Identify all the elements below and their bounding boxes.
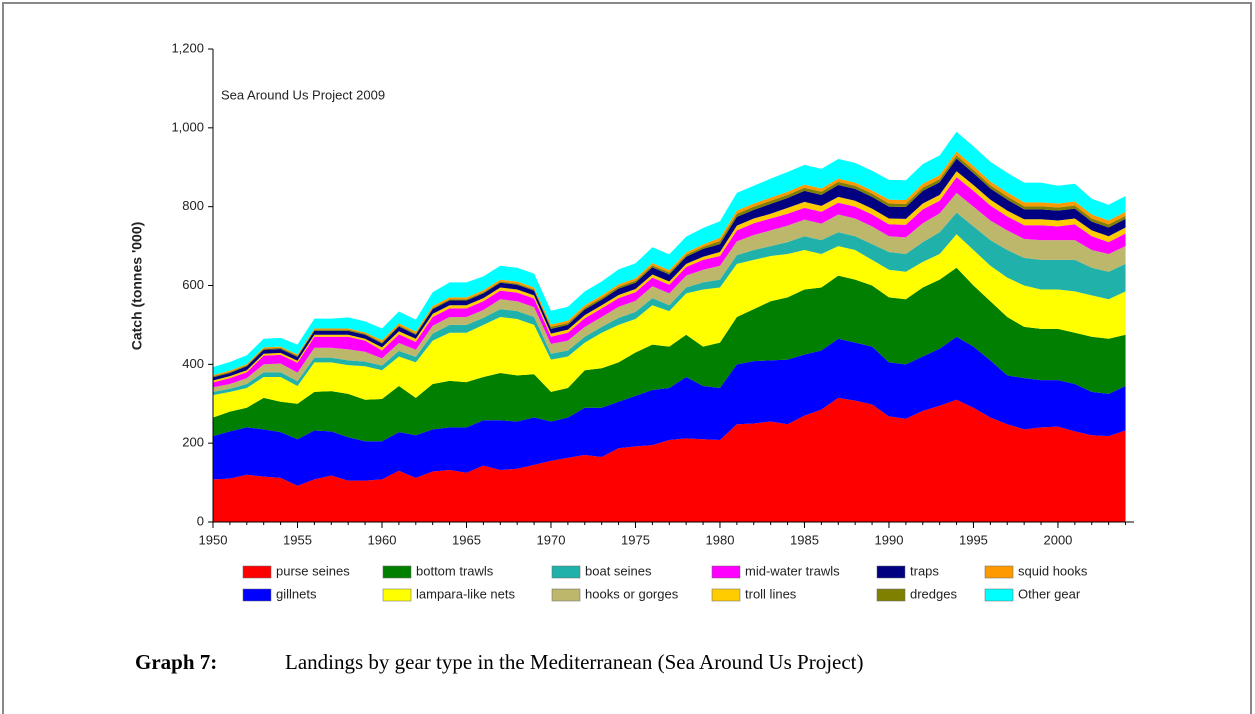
x-tick-label: 1965 bbox=[452, 532, 481, 547]
y-tick-label: 800 bbox=[182, 198, 204, 213]
legend-swatch bbox=[711, 588, 741, 602]
legend-label: lampara-like nets bbox=[416, 586, 515, 601]
area bbox=[213, 158, 1126, 381]
legend-label: hooks or gorges bbox=[585, 586, 679, 601]
legend-swatch bbox=[551, 588, 581, 602]
legend-swatch bbox=[876, 565, 906, 579]
legend-label: traps bbox=[910, 563, 939, 578]
y-tick-label: 1,200 bbox=[171, 40, 204, 55]
legend-label: Other gear bbox=[1018, 586, 1081, 601]
legend-label: dredges bbox=[910, 586, 957, 601]
y-tick-label: 200 bbox=[182, 435, 204, 450]
legend-label: boat seines bbox=[585, 563, 652, 578]
legend-swatch bbox=[382, 588, 412, 602]
legend-swatch bbox=[382, 565, 412, 579]
x-tick-label: 1995 bbox=[959, 532, 988, 547]
caption: Landings by gear type in the Mediterrane… bbox=[285, 650, 864, 674]
area bbox=[213, 192, 1126, 392]
legend-label: troll lines bbox=[745, 586, 797, 601]
legend-label: purse seines bbox=[276, 563, 350, 578]
x-tick-label: 1955 bbox=[283, 532, 312, 547]
y-tick-label: 600 bbox=[182, 277, 204, 292]
y-axis-label: Catch (tonnes '000) bbox=[129, 222, 145, 351]
legend-swatch bbox=[242, 588, 272, 602]
legend-label: gillnets bbox=[276, 586, 317, 601]
area bbox=[213, 336, 1126, 486]
legend-swatch bbox=[984, 588, 1014, 602]
area bbox=[213, 267, 1126, 442]
caption-label: Graph 7: bbox=[135, 650, 217, 674]
area bbox=[213, 397, 1126, 522]
area bbox=[213, 212, 1126, 396]
legend-swatch bbox=[551, 565, 581, 579]
legend-label: squid hooks bbox=[1018, 563, 1088, 578]
legend-swatch bbox=[242, 565, 272, 579]
area bbox=[213, 177, 1126, 388]
x-tick-label: 1975 bbox=[621, 532, 650, 547]
legend-label: bottom trawls bbox=[416, 563, 494, 578]
x-tick-label: 1960 bbox=[368, 532, 397, 547]
legend-swatch bbox=[876, 588, 906, 602]
area bbox=[213, 171, 1126, 383]
y-tick-label: 400 bbox=[182, 356, 204, 371]
legend-label: mid-water trawls bbox=[745, 563, 840, 578]
area bbox=[213, 131, 1126, 375]
y-tick-label: 0 bbox=[197, 513, 204, 528]
x-tick-label: 1990 bbox=[875, 532, 904, 547]
y-tick-label: 1,000 bbox=[171, 119, 204, 134]
x-tick-label: 1980 bbox=[706, 532, 735, 547]
x-tick-label: 2000 bbox=[1043, 532, 1072, 547]
legend-swatch bbox=[984, 565, 1014, 579]
area bbox=[213, 234, 1126, 418]
x-tick-label: 1970 bbox=[537, 532, 566, 547]
legend-swatch bbox=[711, 565, 741, 579]
x-tick-label: 1950 bbox=[199, 532, 228, 547]
annotation: Sea Around Us Project 2009 bbox=[221, 87, 385, 102]
x-tick-label: 1985 bbox=[790, 532, 819, 547]
